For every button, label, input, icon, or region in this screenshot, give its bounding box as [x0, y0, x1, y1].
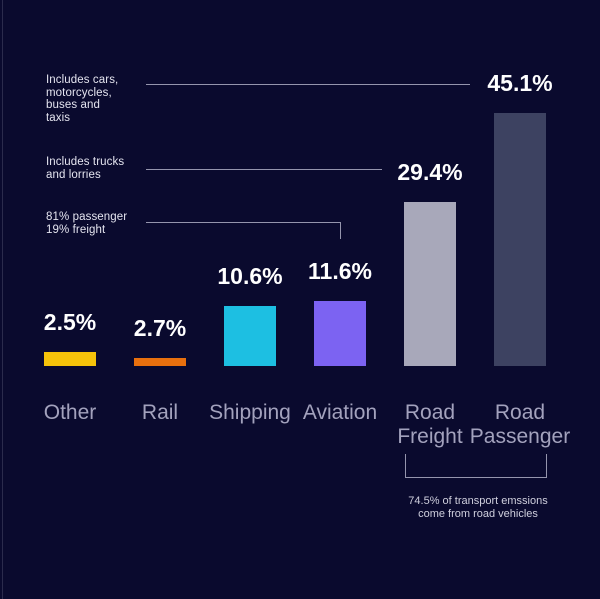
- value-label-other: 2.5%: [43, 309, 97, 335]
- value-label-road-freight: 29.4%: [397, 159, 463, 185]
- road-vehicles-bracket: [405, 454, 547, 478]
- road-freight-annotation: Includes trucks and lorries: [46, 156, 125, 181]
- bar-shipping: [224, 306, 276, 366]
- category-label-road-freight: Road Freight: [397, 401, 463, 448]
- bar-other: [44, 352, 96, 366]
- left-edge-line: [2, 0, 3, 599]
- category-label-shipping: Shipping: [209, 401, 291, 424]
- value-label-road-passenger: 45.1%: [487, 70, 553, 96]
- bar-road-passenger: [494, 113, 546, 366]
- value-label-shipping: 10.6%: [217, 263, 283, 289]
- category-label-aviation: Aviation: [302, 401, 378, 424]
- road-vehicles-footnote: 74.5% of transport emssions come from ro…: [408, 495, 548, 520]
- category-label-road-passenger: Road Passenger: [469, 401, 571, 448]
- bar-aviation: [314, 301, 366, 366]
- category-label-other: Other: [43, 401, 97, 424]
- leader-line-road-passenger: [146, 84, 470, 85]
- value-label-rail: 2.7%: [133, 315, 187, 341]
- road-passenger-annotation: Includes cars, motorcycles, buses and ta…: [46, 74, 119, 124]
- bar-road-freight: [404, 202, 456, 366]
- leader-line-road-freight: [146, 169, 382, 170]
- aviation-annotation: 81% passenger 19% freight: [46, 211, 128, 236]
- value-label-aviation: 11.6%: [308, 258, 372, 284]
- leader-line-aviation-elbow: [146, 222, 341, 239]
- category-label-rail: Rail: [141, 401, 179, 424]
- bar-rail: [134, 358, 186, 366]
